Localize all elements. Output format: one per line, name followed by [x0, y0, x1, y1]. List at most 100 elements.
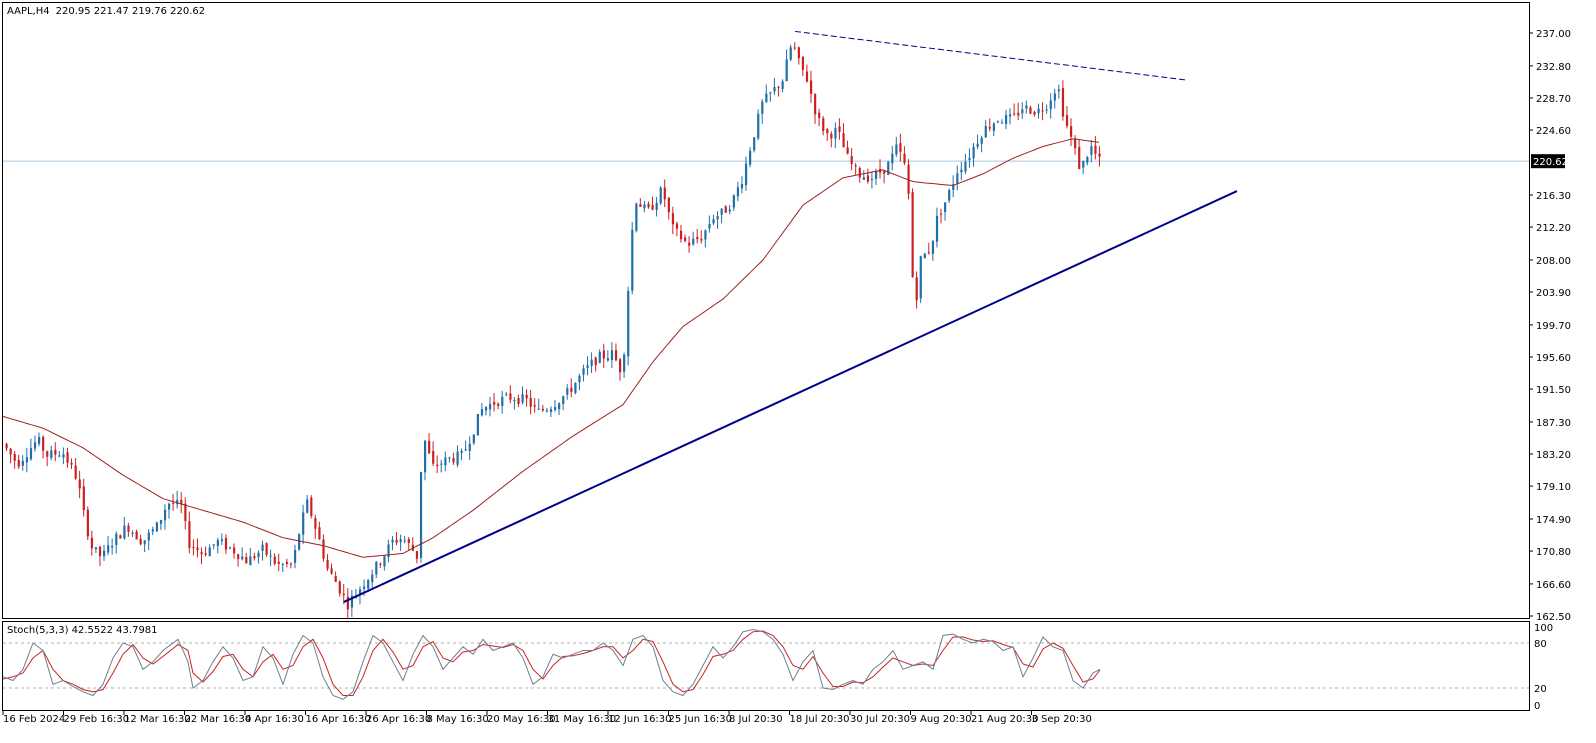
candle-bear: [1033, 111, 1036, 115]
candle-bear: [509, 393, 512, 400]
candle-bull: [220, 539, 224, 542]
candle-bull: [38, 437, 41, 444]
candle-bull: [655, 202, 658, 210]
candle-bull: [574, 382, 577, 394]
candle-bear: [497, 403, 500, 406]
candle-bull: [1009, 114, 1012, 117]
candle-bear: [192, 547, 195, 549]
candle-bear: [415, 551, 419, 559]
candle-bull: [403, 540, 406, 542]
time-tick-label: 26 Apr 16:30: [366, 714, 431, 725]
candle-bear: [883, 170, 886, 174]
main-layer: [2, 30, 1529, 620]
candle-bear: [907, 164, 910, 194]
candle-bull: [1025, 105, 1028, 109]
candle-bull: [29, 448, 33, 460]
candle-bear: [432, 450, 435, 464]
candle-bear: [1094, 145, 1097, 154]
candle-bull: [980, 137, 983, 144]
candle-bull: [944, 202, 947, 213]
candle-bull: [558, 403, 561, 410]
candle-bull: [363, 586, 366, 589]
candle-bull: [919, 256, 922, 299]
candle-bull: [123, 525, 126, 539]
price-axis[interactable]: 237.00 232.80 228.70 224.60 216.30 212.20 208.…: [1529, 29, 1571, 712]
candle-bull: [115, 533, 118, 546]
candle-bear: [135, 531, 138, 540]
stoch-signal-line: [2, 630, 1101, 696]
candle-bull: [566, 388, 569, 395]
candle-bear: [838, 126, 841, 132]
candle-bull: [423, 440, 427, 473]
candle-bull: [168, 503, 171, 510]
candle-bear: [529, 398, 532, 407]
candle-bull: [785, 59, 788, 82]
candle-bull: [472, 434, 475, 444]
candle-bear: [927, 252, 930, 254]
candle-bull: [212, 544, 215, 546]
candle-bull: [387, 544, 390, 558]
candle-bear: [619, 359, 622, 373]
candle-bull: [464, 449, 467, 451]
candle-bull: [1045, 109, 1048, 111]
price-tick-label: 228.70: [1536, 94, 1571, 105]
candle-bear: [407, 539, 410, 544]
candle-bear: [326, 559, 329, 569]
candle-bull: [58, 455, 61, 457]
candle-bear: [777, 86, 780, 88]
candle-bear: [224, 537, 228, 550]
candle-bull: [578, 375, 581, 383]
candle-bull: [1037, 108, 1040, 114]
time-tick-label: 30 Jul 20:30: [850, 714, 910, 725]
current-price-badge: 220.62: [1531, 154, 1568, 169]
candle-bull: [484, 407, 488, 411]
moving-average-line: [2, 138, 1100, 558]
candle-bear: [9, 448, 12, 455]
candle-bear: [667, 197, 670, 213]
candle-bear: [1065, 115, 1069, 126]
candle-bull: [476, 414, 480, 436]
candle-bull: [728, 209, 731, 212]
candle-bear: [196, 547, 199, 551]
candle-bear: [647, 203, 650, 208]
candle-bull: [948, 189, 951, 201]
candle-bull: [720, 208, 723, 215]
time-tick-label: 12 Mar 16:30: [124, 714, 191, 725]
candle-bear: [1078, 147, 1081, 170]
stoch-level-label: 0: [1534, 701, 1540, 712]
price-tick-label: 170.80: [1536, 547, 1571, 558]
candle-bull: [94, 547, 98, 550]
time-tick-label: 4 Apr 16:30: [245, 714, 304, 725]
candle-bull: [635, 203, 638, 231]
candle-bull: [781, 81, 784, 89]
candle-bear: [842, 133, 845, 148]
candle-bear: [46, 451, 49, 457]
candle-bull: [50, 450, 53, 458]
candle-bear: [273, 556, 276, 564]
stoch-main-line: [2, 628, 1101, 700]
stoch-panel: [2, 621, 1530, 711]
price-tick-label: 162.50: [1536, 612, 1571, 623]
candle-bear: [671, 213, 675, 225]
candle-bear: [614, 350, 618, 361]
candle-bull: [391, 539, 394, 543]
candle-bull: [358, 589, 362, 595]
candle-bull: [298, 534, 301, 550]
candle-bull: [732, 195, 735, 208]
candle-bull: [371, 574, 374, 583]
candle-bull: [586, 365, 589, 368]
time-tick-label: 25 Jun 16:30: [669, 714, 733, 725]
candle-bull: [350, 595, 354, 608]
candle-bull: [773, 86, 776, 92]
candle-bear: [277, 561, 280, 564]
candle-bull: [216, 540, 219, 546]
candle-bear: [70, 463, 73, 465]
stoch-level-label: 100: [1534, 623, 1553, 634]
candle-bull: [704, 230, 707, 240]
candle-bull: [62, 454, 65, 458]
candle-bull: [25, 457, 29, 463]
candle-bull: [834, 128, 837, 139]
candle-bear: [1069, 126, 1073, 137]
